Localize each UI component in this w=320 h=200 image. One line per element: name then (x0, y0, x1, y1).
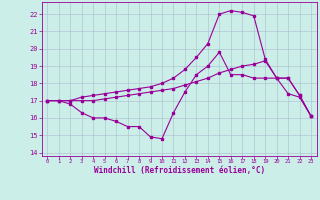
X-axis label: Windchill (Refroidissement éolien,°C): Windchill (Refroidissement éolien,°C) (94, 166, 265, 175)
